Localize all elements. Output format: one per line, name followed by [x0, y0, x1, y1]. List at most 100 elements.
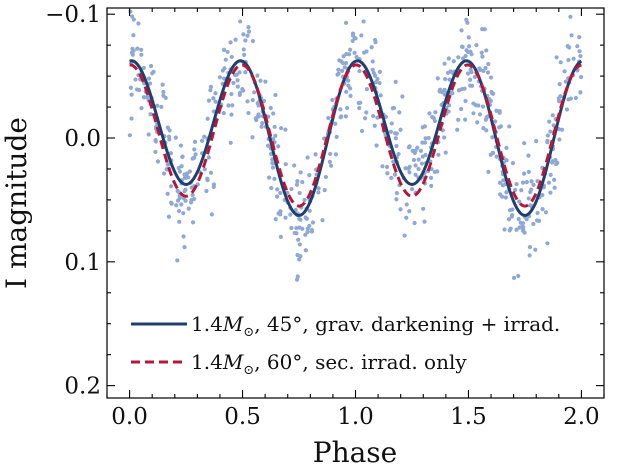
- data-point: [289, 225, 294, 231]
- data-point: [413, 148, 418, 153]
- data-point: [245, 99, 250, 104]
- data-point: [412, 220, 417, 226]
- data-point: [295, 252, 300, 258]
- data-point: [456, 88, 462, 93]
- data-point: [205, 176, 210, 181]
- data-point: [527, 245, 533, 250]
- data-point: [502, 227, 507, 232]
- legend-solid-prefix: 1.4: [191, 312, 223, 336]
- data-point: [529, 179, 534, 184]
- data-point: [192, 155, 197, 160]
- data-point: [155, 159, 161, 164]
- data-point: [394, 197, 399, 202]
- data-point: [294, 182, 300, 187]
- data-point: [402, 233, 407, 238]
- legend-dashed-subscript: ⊙: [243, 363, 254, 378]
- data-point: [275, 194, 280, 199]
- data-point: [467, 44, 472, 49]
- data-point: [565, 44, 570, 49]
- data-point: [339, 114, 344, 119]
- data-point: [255, 114, 260, 119]
- data-point: [504, 145, 509, 151]
- data-point: [323, 174, 329, 180]
- axis-tick-labels: 0.0 0.5 1.0 1.5 2.0 −0.1 0.0 0.1 0.2: [45, 2, 600, 430]
- data-point: [546, 180, 552, 185]
- data-point: [272, 124, 277, 129]
- data-point: [535, 179, 540, 184]
- data-point: [548, 190, 553, 195]
- y-axis-label: I magnitude: [0, 117, 33, 289]
- data-point: [535, 210, 540, 216]
- data-point: [364, 110, 369, 115]
- data-point: [161, 89, 166, 95]
- data-point: [144, 95, 149, 100]
- data-point: [520, 228, 526, 233]
- data-point: [548, 129, 553, 134]
- data-point: [148, 112, 153, 117]
- data-point: [295, 179, 300, 184]
- data-point: [480, 27, 485, 32]
- data-point: [545, 140, 550, 145]
- data-point: [310, 220, 316, 225]
- data-point: [153, 137, 158, 143]
- data-point: [486, 169, 491, 174]
- data-point: [270, 161, 275, 166]
- data-point: [443, 76, 448, 82]
- data-point: [343, 20, 349, 25]
- data-point: [403, 166, 408, 171]
- data-point: [273, 92, 278, 98]
- axis-ticks: [106, 8, 605, 398]
- data-point: [340, 68, 345, 73]
- data-point: [578, 90, 583, 95]
- data-point: [304, 216, 309, 221]
- data-point: [556, 99, 562, 104]
- data-point: [488, 152, 493, 157]
- data-point: [228, 140, 233, 145]
- data-point: [493, 119, 498, 124]
- data-point: [447, 77, 452, 82]
- data-point: [307, 208, 312, 213]
- data-point: [393, 136, 398, 141]
- data-point: [446, 109, 451, 114]
- data-point: [256, 103, 261, 108]
- data-point: [427, 111, 432, 116]
- y-tick-label: 0.0: [64, 126, 101, 152]
- data-point: [267, 175, 272, 180]
- data-point: [353, 36, 358, 41]
- data-point: [480, 54, 485, 59]
- data-point: [241, 88, 246, 93]
- data-point: [344, 51, 349, 57]
- data-point: [419, 161, 425, 166]
- data-point: [416, 166, 421, 172]
- data-point: [183, 198, 188, 203]
- data-point: [292, 230, 297, 236]
- data-point: [442, 61, 447, 66]
- data-point: [404, 202, 409, 207]
- data-point: [378, 93, 383, 98]
- data-point: [357, 105, 362, 111]
- data-point: [557, 82, 562, 87]
- data-point: [517, 225, 522, 230]
- data-point: [407, 164, 412, 169]
- data-point: [358, 100, 363, 105]
- data-point: [250, 135, 255, 140]
- x-tick-label: 1.5: [450, 404, 487, 430]
- data-point: [295, 274, 300, 279]
- data-point: [190, 220, 196, 225]
- data-point: [558, 94, 563, 99]
- data-point: [213, 99, 218, 104]
- data-point: [571, 56, 576, 61]
- data-point: [484, 128, 489, 133]
- data-point: [297, 257, 302, 262]
- data-point: [278, 126, 284, 131]
- data-point: [488, 75, 494, 80]
- data-point: [497, 108, 502, 114]
- legend-dashed-suffix: , 60°, sec. irrad. only: [254, 350, 467, 374]
- data-point: [242, 52, 247, 58]
- data-point: [407, 170, 412, 175]
- data-point: [303, 232, 308, 237]
- data-point: [127, 133, 132, 138]
- data-point: [352, 50, 357, 55]
- data-point: [202, 134, 207, 139]
- data-point: [168, 151, 173, 156]
